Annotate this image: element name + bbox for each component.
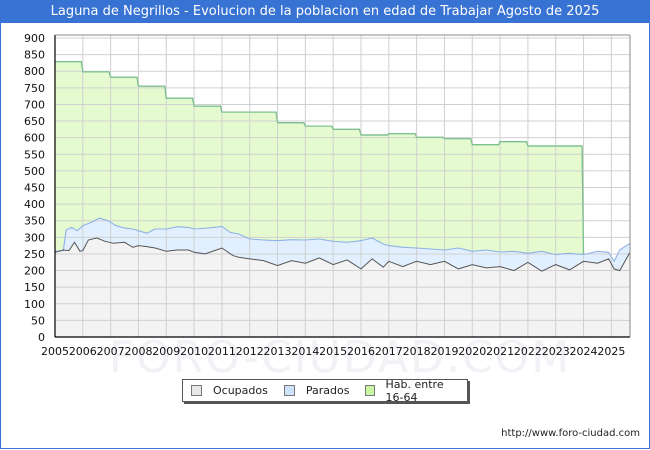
y-tick-label: 550 [24, 148, 45, 161]
legend-swatch-hab [365, 385, 375, 396]
y-tick-label: 750 [24, 82, 45, 95]
legend-item-hab: Hab. entre 16-64 [365, 378, 459, 404]
legend-label-hab: Hab. entre 16-64 [385, 377, 444, 404]
x-tick-label: 2007 [97, 345, 125, 358]
x-tick-label: 2022 [514, 345, 542, 358]
line-hab-top [55, 60, 585, 254]
x-tick-label: 2024 [570, 345, 598, 358]
y-tick-label: 400 [24, 198, 45, 211]
x-tick-label: 2021 [486, 345, 514, 358]
x-tick-label: 2018 [403, 345, 431, 358]
y-tick-label: 650 [24, 115, 45, 128]
y-tick-label: 700 [24, 98, 45, 111]
y-tick-label: 100 [24, 298, 45, 311]
axes: 0 50 100 150 200 250 300 350 400 450 500 550 600 650 7… [24, 32, 631, 358]
legend-item-ocupados: Ocupados [191, 384, 268, 397]
legend-label-ocupados: Ocupados [213, 384, 268, 397]
y-tick-label: 850 [24, 49, 45, 62]
y-tick-label: 900 [24, 32, 45, 45]
y-tick-label: 350 [24, 215, 45, 228]
x-tick-label: 2014 [291, 345, 319, 358]
y-tick-label: 150 [24, 281, 45, 294]
y-tick-label: 250 [24, 248, 45, 261]
x-tick-label: 2023 [542, 345, 570, 358]
x-tick-label: 2016 [347, 345, 375, 358]
x-tick-label: 2008 [124, 345, 152, 358]
y-tick-label: 200 [24, 265, 45, 278]
x-tick-label: 2019 [430, 345, 458, 358]
plot-area [54, 35, 631, 338]
legend-swatch-parados [283, 385, 295, 396]
line-ocupados [54, 237, 631, 272]
legend-swatch-ocupados [191, 385, 202, 396]
y-tick-label: 0 [38, 331, 45, 344]
y-tick-label: 800 [24, 65, 45, 78]
y-tick-label: 50 [31, 314, 45, 327]
x-tick-label: 2015 [319, 345, 347, 358]
x-tick-label: 2017 [375, 345, 403, 358]
y-tick-label: 300 [24, 231, 45, 244]
legend-label-parados: Parados [305, 384, 350, 397]
x-tick-label: 2010 [180, 345, 208, 358]
chart-title: Laguna de Negrillos - Evolucion de la po… [0, 0, 650, 23]
x-tick-label: 2012 [236, 345, 264, 358]
x-tick-label: 2009 [152, 345, 180, 358]
line-parados [54, 217, 631, 263]
source-url[interactable]: http://www.foro-ciudad.com [501, 428, 640, 439]
x-tick-label: 2025 [597, 345, 625, 358]
x-tick-label: 2006 [69, 345, 97, 358]
y-tick-label: 600 [24, 132, 45, 145]
y-tick-label: 450 [24, 182, 45, 195]
x-tick-label: 2020 [458, 345, 486, 358]
y-tick-label: 500 [24, 165, 45, 178]
x-tick-label: 2013 [264, 345, 292, 358]
legend-item-parados: Parados [283, 384, 350, 397]
x-tick-label: 2005 [41, 345, 69, 358]
watermark: FORO-CIUDAD.COM [109, 332, 572, 383]
x-tick-label: 2011 [208, 345, 236, 358]
legend: Ocupados Parados Hab. entre 16-64 [182, 378, 468, 404]
